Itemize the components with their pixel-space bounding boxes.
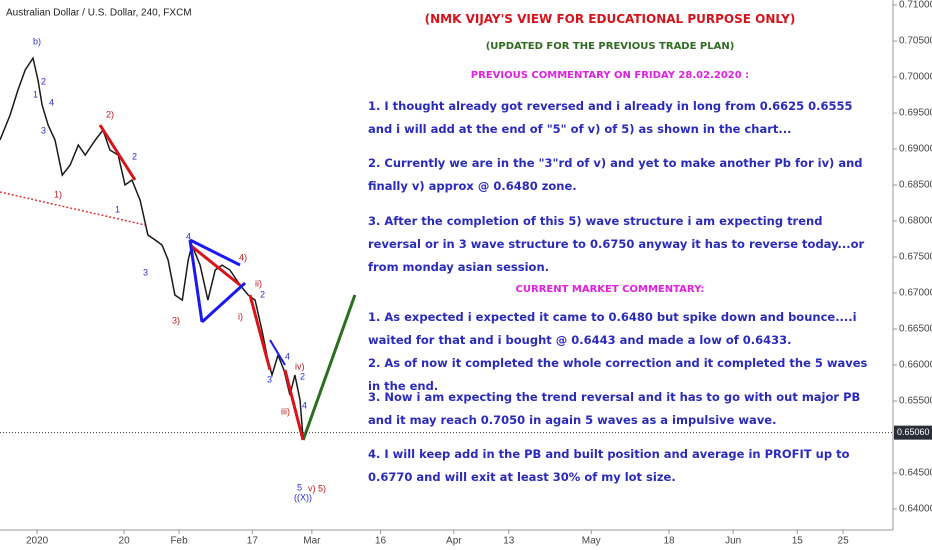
y-tick-label: 0.66000 <box>899 360 932 371</box>
triangle <box>188 238 286 366</box>
last-price-label: 0.65060 <box>897 427 930 437</box>
commentary-subtitle: (UPDATED FOR THE PREVIOUS TRADE PLAN) <box>485 41 735 52</box>
x-tick-label: Jun <box>725 536 741 547</box>
x-tick-label: 13 <box>503 536 515 547</box>
x-tick-label: 15 <box>792 536 804 547</box>
price-line <box>0 56 304 441</box>
wave-overlay <box>98 124 305 441</box>
wave-label: iii) <box>281 406 290 416</box>
y-tick-label: 0.68000 <box>899 216 932 227</box>
wave-label: ((X)) <box>294 492 312 502</box>
trend-line <box>0 191 146 226</box>
wave-label: ii) <box>255 278 262 288</box>
x-tick-label: 2020 <box>26 536 49 547</box>
wave-label: 4 <box>302 400 307 410</box>
section-heading: PREVIOUS COMMENTARY ON FRIDAY 28.02.2020… <box>470 70 750 81</box>
y-tick-label: 0.71000 <box>899 0 932 11</box>
y-tick-label: 0.68500 <box>899 180 932 191</box>
projection-line <box>301 294 357 441</box>
wave-label: iv) <box>295 361 305 371</box>
y-tick-label: 0.69000 <box>899 144 932 155</box>
wave-label: 5 <box>297 482 302 492</box>
x-tick-label: May <box>582 536 601 547</box>
last-price-tag <box>894 425 932 440</box>
x-tick-label: 17 <box>247 536 259 547</box>
y-tick-label: 0.65500 <box>899 396 932 407</box>
axes: 0.71000 0.70500 0.70000 0.69500 0.69000 0.685… <box>26 0 932 547</box>
x-tick-label: Apr <box>446 536 462 547</box>
price-axis-bg <box>893 0 932 550</box>
wave-label: 3 <box>41 125 46 135</box>
wave-label: b) <box>33 36 41 46</box>
y-tick-label: 0.70000 <box>899 72 932 83</box>
wave-label: i) <box>238 311 243 321</box>
y-tick-label: 0.66500 <box>899 324 932 335</box>
y-tick-label: 0.64500 <box>899 468 932 479</box>
wave-label: 4 <box>285 351 290 361</box>
chart-title: Australian Dollar / U.S. Dollar, 240, FX… <box>6 8 192 19</box>
wave-label: 2 <box>260 289 265 299</box>
y-tick-label: 0.64000 <box>899 504 932 515</box>
commentary-item: 1. I thought already got reversed and i … <box>368 99 853 136</box>
commentary-item: 4. I will keep add in the PB and built p… <box>368 447 850 484</box>
x-tick-label: 16 <box>375 536 387 547</box>
wave-label: 4) <box>239 252 247 262</box>
x-tick-label: 25 <box>838 536 850 547</box>
wave-label: 4 <box>49 97 54 107</box>
wave-label: 3) <box>172 315 180 325</box>
wave-label: 3 <box>143 267 148 277</box>
wave-labels: b) 2 1 4 3 1) 2) 2 1 4 3 3) 4) ii) 2 i) … <box>33 36 326 502</box>
y-tick-label: 0.67000 <box>899 288 932 299</box>
wave-label: 4 <box>186 231 191 241</box>
wave-label: v) 5) <box>308 483 326 493</box>
commentary-title: (NMK VIJAY'S VIEW FOR EDUCATIONAL PURPOS… <box>424 12 796 26</box>
x-tick-label: 20 <box>119 536 131 547</box>
wave-label: 3 <box>267 374 272 384</box>
y-tick-label: 0.70500 <box>899 36 932 47</box>
wave-label: 1 <box>115 204 120 214</box>
y-tick-label: 0.67500 <box>899 252 932 263</box>
commentary-item: 3. Now i am expecting the trend reversal… <box>368 390 861 427</box>
wave-label: 2 <box>300 371 305 381</box>
wave-label: 2 <box>132 151 137 161</box>
wave-label: 2 <box>41 76 46 86</box>
y-tick-label: 0.69500 <box>899 108 932 119</box>
x-tick-label: 18 <box>664 536 676 547</box>
commentary-item: 3. After the completion of this 5) wave … <box>368 214 865 274</box>
commentary-item: 2. Currently we are in the "3"rd of v) a… <box>368 156 863 193</box>
wave-label: 1) <box>54 189 62 199</box>
wave-label: 1 <box>33 89 38 99</box>
commentary-item: 2. As of now it completed the whole corr… <box>368 356 868 393</box>
section-heading: CURRENT MARKET COMMENTARY: <box>515 284 705 295</box>
x-tick-label: Mar <box>303 536 321 547</box>
wave-label: 2) <box>106 109 114 119</box>
x-tick-label: Feb <box>170 536 188 547</box>
commentary-item: 1. As expected i expected it came to 0.6… <box>368 310 857 347</box>
